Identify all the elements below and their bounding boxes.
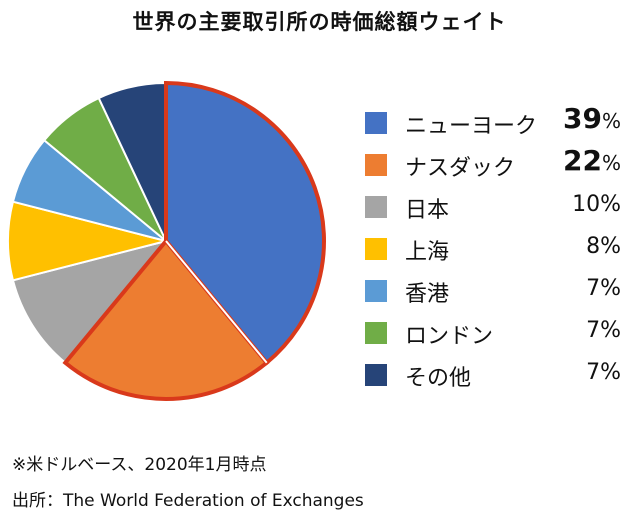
legend-swatch	[365, 238, 387, 260]
legend-label: ニューヨーク	[405, 114, 538, 139]
legend-value: 7%	[586, 360, 621, 385]
legend-swatch	[365, 322, 387, 344]
legend-item: ナスダック 22%	[365, 144, 635, 188]
footnote: ※米ドルベース、2020年1月時点	[12, 455, 267, 475]
legend-label: ロンドン	[405, 324, 494, 349]
legend-value: 8%	[586, 234, 621, 259]
legend-label: 上海	[405, 240, 450, 265]
chart-title: 世界の主要取引所の時価総額ウェイト	[132, 10, 507, 34]
legend: ニューヨーク 39% ナスダック 22% 日本 10% 上海 8% 香港 7% ロンドン 7% その他 7…	[365, 102, 635, 398]
pie-slice-0-outline	[164, 80, 326, 366]
legend-item: 香港 7%	[365, 272, 635, 314]
legend-value: 7%	[586, 276, 621, 301]
legend-swatch	[365, 280, 387, 302]
legend-label: その他	[405, 366, 472, 391]
pie-slice-1-outline	[62, 237, 270, 401]
legend-value: 7%	[586, 318, 621, 343]
legend-item: 日本 10%	[365, 188, 635, 230]
slice-divider	[165, 240, 268, 364]
legend-swatch	[365, 196, 387, 218]
source-note: 出所：The World Federation of Exchanges	[12, 491, 364, 511]
legend-item: ロンドン 7%	[365, 314, 635, 356]
legend-item: ニューヨーク 39%	[365, 102, 635, 146]
legend-value-unit: %	[601, 151, 621, 175]
legend-value: 39%	[563, 102, 621, 135]
legend-label: ナスダック	[405, 156, 516, 181]
legend-item: その他 7%	[365, 356, 635, 398]
legend-swatch	[365, 154, 387, 176]
legend-item: 上海 8%	[365, 230, 635, 272]
legend-value-unit: %	[601, 109, 621, 133]
legend-label: 日本	[405, 198, 450, 223]
legend-swatch	[365, 364, 387, 386]
legend-value: 22%	[563, 144, 621, 177]
legend-label: 香港	[405, 282, 450, 307]
legend-swatch	[365, 112, 387, 134]
legend-value: 10%	[572, 192, 621, 217]
